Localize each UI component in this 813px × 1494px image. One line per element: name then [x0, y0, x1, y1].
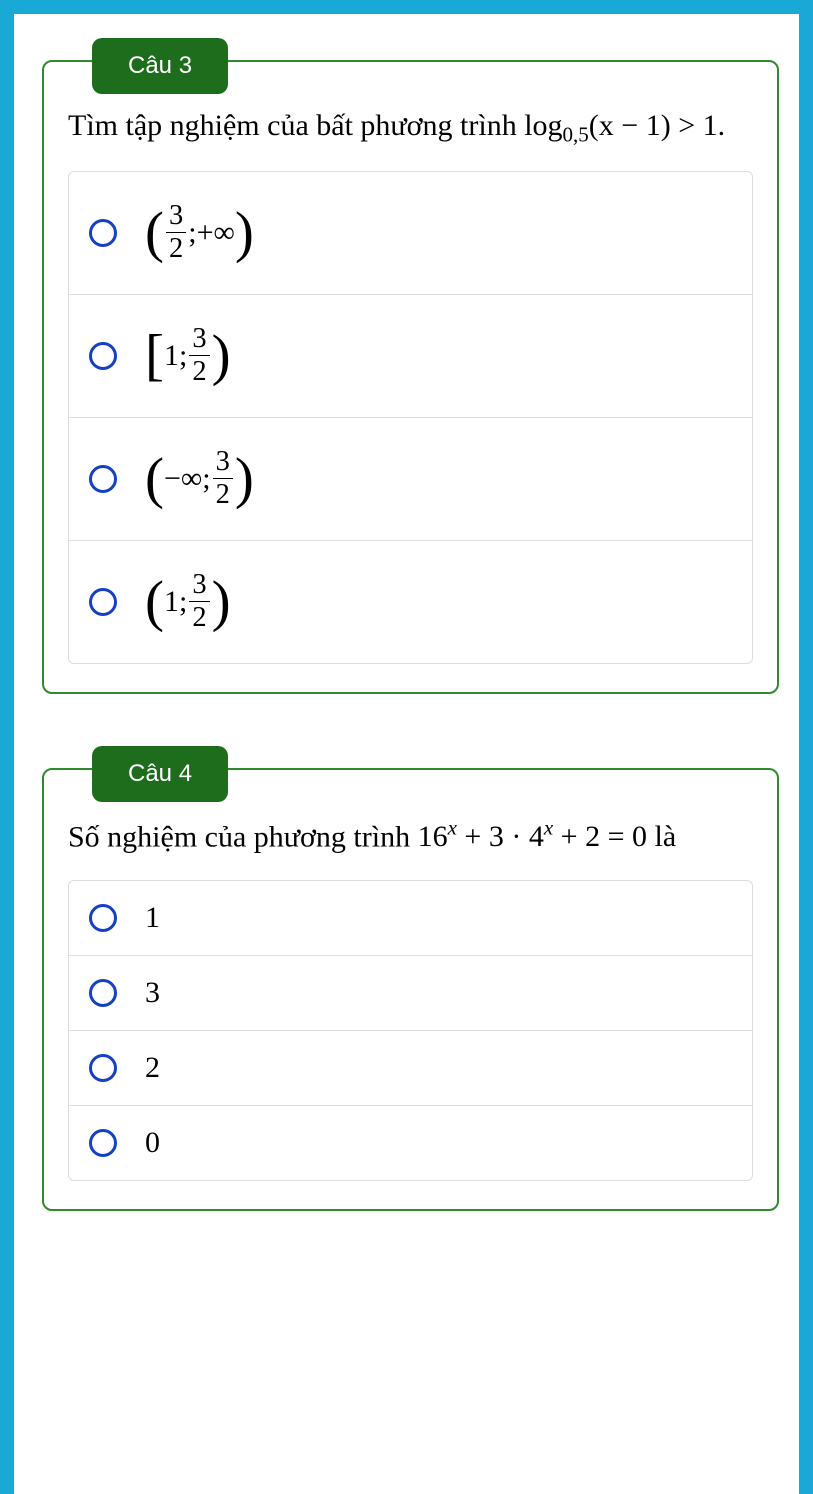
value1: 1: [164, 585, 179, 619]
spacer: [42, 694, 779, 734]
options-list: ( 3 2 ; +∞ ) [ 1; 3: [68, 171, 753, 664]
frac-den: 2: [189, 601, 209, 633]
sep: ;: [202, 462, 210, 496]
option-label: ( −∞; 3 2 ): [145, 448, 254, 510]
value1: 1: [164, 339, 179, 373]
options-list: 1 3 2 0: [68, 880, 753, 1181]
exp-var: x: [448, 816, 457, 840]
option-label: 1: [145, 901, 160, 935]
question-card-4: Câu 4 Số nghiệm của phương trình 16x + 3…: [42, 768, 779, 1211]
t3: + 2 = 0 là: [553, 820, 676, 853]
option-label: ( 1; 3 2 ): [145, 571, 231, 633]
option-c[interactable]: ( −∞; 3 2 ): [69, 417, 752, 540]
t1: 16: [418, 820, 448, 853]
radio-icon: [89, 465, 117, 493]
option-b[interactable]: 3: [69, 955, 752, 1030]
question-badge: Câu 3: [92, 38, 228, 94]
option-a[interactable]: 1: [69, 881, 752, 955]
radio-icon: [89, 904, 117, 932]
prompt-math: log0,5(x − 1) > 1.: [524, 109, 725, 142]
sep: ;: [188, 216, 196, 250]
frac-num: 3: [213, 448, 233, 479]
fraction: 3 2: [189, 571, 209, 633]
sep: ;: [179, 585, 187, 619]
fraction: 3 2: [166, 202, 186, 264]
frac-den: 2: [166, 232, 186, 264]
app-frame: Câu 3 Tìm tập nghiệm của bất phương trìn…: [0, 0, 813, 1494]
frac-num: 3: [189, 325, 209, 356]
option-a[interactable]: ( 3 2 ; +∞ ): [69, 172, 752, 294]
prompt-math: 16x + 3 · 4x + 2 = 0 là: [418, 820, 677, 853]
radio-icon: [89, 1054, 117, 1082]
question-prompt: Số nghiệm của phương trình 16x + 3 · 4x …: [68, 814, 753, 858]
fraction: 3 2: [189, 325, 209, 387]
radio-icon: [89, 1129, 117, 1157]
option-label: 3: [145, 976, 160, 1010]
radio-icon: [89, 588, 117, 616]
exp-var: x: [544, 816, 553, 840]
option-label: [ 1; 3 2 ): [145, 325, 231, 387]
question-card-3: Câu 3 Tìm tập nghiệm của bất phương trìn…: [42, 60, 779, 694]
log-arg: (x − 1) > 1.: [589, 109, 725, 142]
frac-num: 3: [189, 571, 209, 602]
question-badge: Câu 4: [92, 746, 228, 802]
option-label: 0: [145, 1126, 160, 1160]
prompt-text: Số nghiệm của phương trình: [68, 820, 418, 853]
value2: +∞: [197, 216, 235, 250]
log-base: 0,5: [563, 122, 589, 146]
exp1: x: [448, 816, 457, 840]
t2: + 3 · 4: [457, 820, 544, 853]
content-pad: Câu 3 Tìm tập nghiệm của bất phương trìn…: [14, 60, 799, 1211]
log-symbol: log: [524, 109, 562, 142]
fraction: 3 2: [213, 448, 233, 510]
sep: ;: [179, 339, 187, 373]
radio-icon: [89, 342, 117, 370]
option-d[interactable]: 0: [69, 1105, 752, 1180]
radio-icon: [89, 979, 117, 1007]
option-label: 2: [145, 1051, 160, 1085]
frac-den: 2: [213, 478, 233, 510]
option-b[interactable]: [ 1; 3 2 ): [69, 294, 752, 417]
radio-icon: [89, 219, 117, 247]
value1: −∞: [164, 462, 202, 496]
question-prompt: Tìm tập nghiệm của bất phương trình log0…: [68, 106, 753, 149]
option-d[interactable]: ( 1; 3 2 ): [69, 540, 752, 663]
prompt-text: Tìm tập nghiệm của bất phương trình: [68, 109, 524, 142]
option-label: ( 3 2 ; +∞ ): [145, 202, 254, 264]
frac-den: 2: [189, 355, 209, 387]
frac-num: 3: [166, 202, 186, 233]
option-c[interactable]: 2: [69, 1030, 752, 1105]
exp2: x: [544, 816, 553, 840]
